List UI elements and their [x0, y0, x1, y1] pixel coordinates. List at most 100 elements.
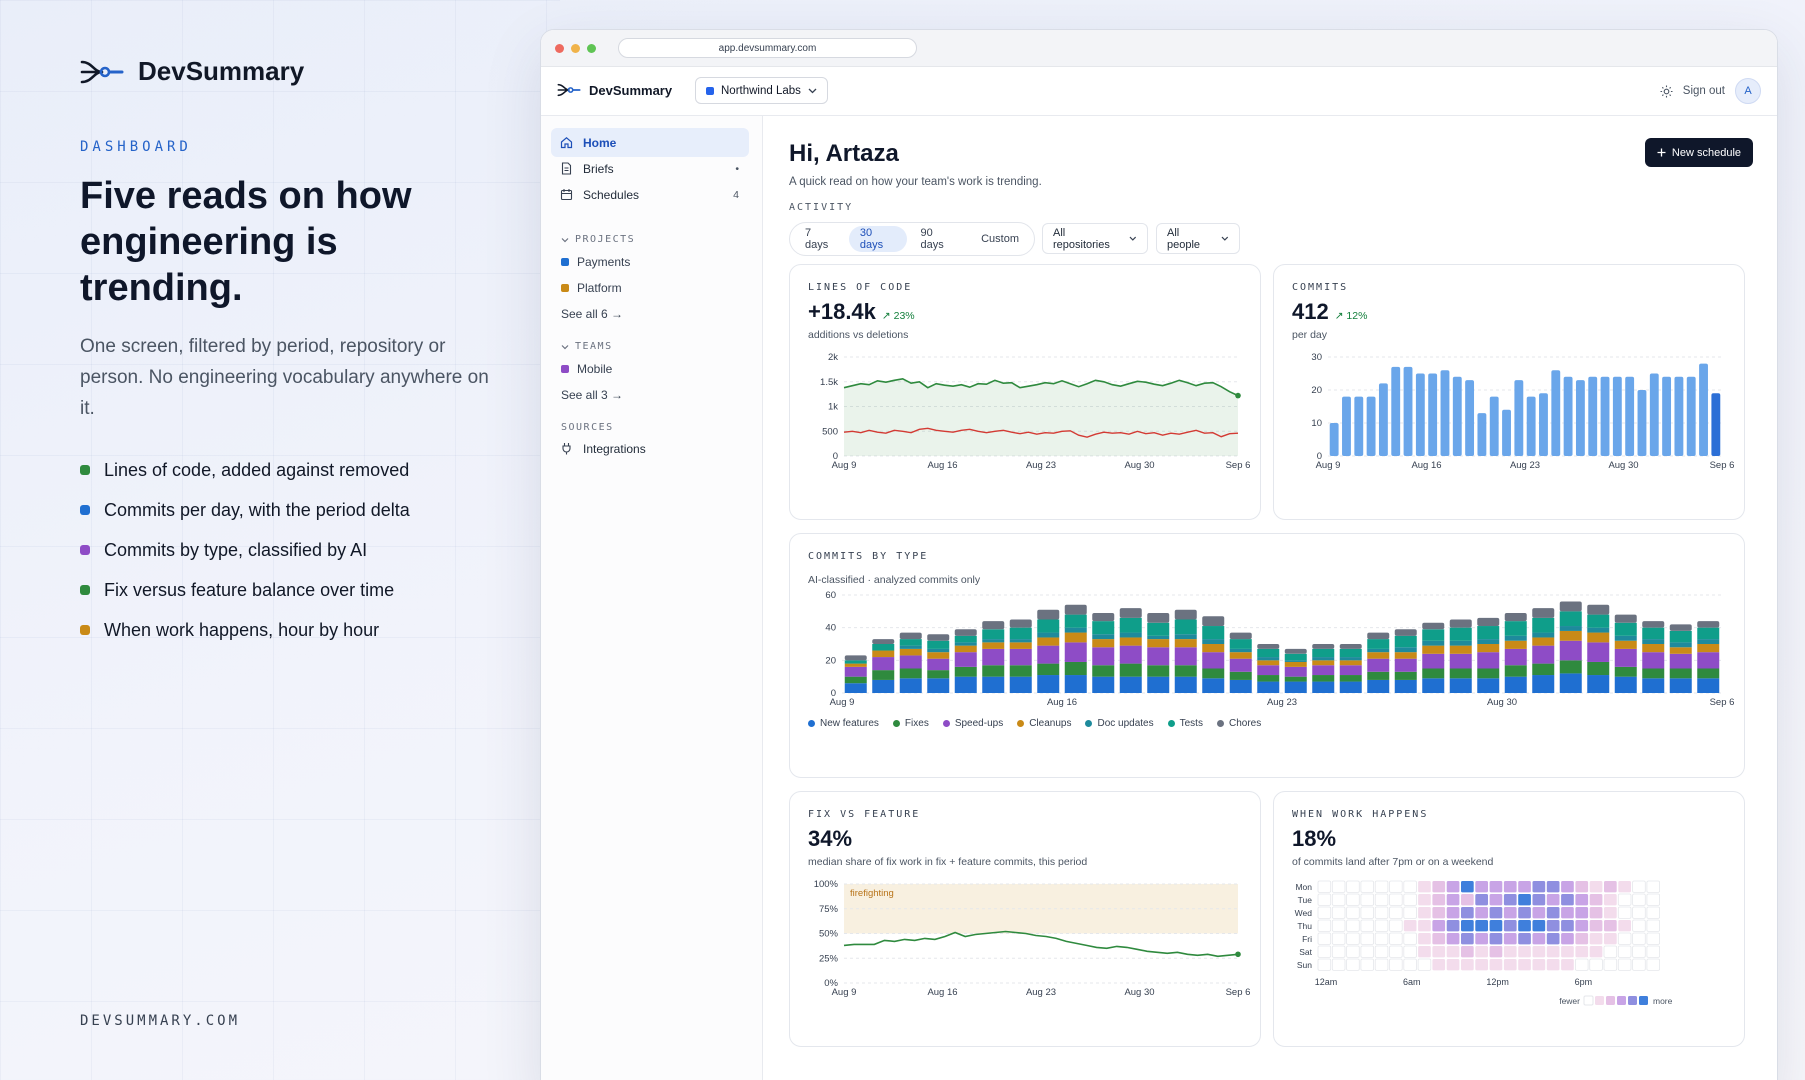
x-tick-label: Aug 16: [927, 460, 957, 471]
sidebar-item-platform[interactable]: Platform: [561, 281, 622, 295]
heatmap-cell: [1589, 958, 1603, 971]
heatmap-cell: [1360, 880, 1375, 893]
stack-segment: [982, 676, 1005, 693]
stack-segment: [1449, 640, 1472, 646]
app-brand[interactable]: DevSummary: [557, 82, 672, 98]
heatmap-cell: [1532, 946, 1546, 958]
stack-segment: [1009, 619, 1032, 628]
x-tick-label: Aug 9: [832, 987, 857, 998]
close-dot-icon[interactable]: [555, 44, 564, 53]
stack-segment: [1147, 665, 1170, 677]
stack-segment: [872, 639, 895, 644]
heatmap-cell: [1446, 959, 1460, 971]
projects-section-toggle[interactable]: PROJECTS: [561, 234, 635, 245]
heatmap-cell: [1403, 932, 1417, 945]
stack-segment: [1559, 626, 1582, 631]
avatar[interactable]: A: [1735, 78, 1761, 104]
feature-item: Lines of code, added against removed: [80, 450, 500, 490]
sidebar-item-mobile[interactable]: Mobile: [561, 362, 612, 376]
teams-see-all-link[interactable]: See all 3 →: [561, 388, 624, 402]
period-7-days[interactable]: 7 days: [805, 227, 829, 251]
address-bar[interactable]: app.devsummary.com: [618, 38, 917, 58]
sidebar-item-payments[interactable]: Payments: [561, 255, 630, 269]
feature-item: Commits by type, classified by AI: [80, 530, 500, 570]
sidebar-item-home[interactable]: Home: [551, 128, 749, 157]
stack-segment: [1064, 627, 1087, 633]
stack-segment: [1697, 644, 1720, 653]
stack-segment: [1697, 668, 1720, 679]
heatmap-cell: [1346, 932, 1360, 945]
chevron-down-icon: [561, 344, 569, 349]
people-filter[interactable]: All people: [1156, 223, 1240, 254]
background-grid: [0, 0, 560, 1080]
x-tick-label: Sep 6: [1710, 697, 1735, 708]
stack-segment: [1697, 621, 1720, 628]
legend-swatch: [1606, 996, 1615, 1005]
sidebar-item-integrations[interactable]: Integrations: [551, 434, 749, 463]
stack-segment: [1532, 632, 1555, 638]
sidebar-item-schedules[interactable]: Schedules 4: [551, 180, 749, 209]
heatmap-cell: [1461, 881, 1474, 893]
heatmap-cell: [1403, 880, 1417, 893]
heatmap-cell: [1418, 946, 1431, 958]
commit-bar: [1612, 376, 1622, 456]
heatmap-cell: [1575, 920, 1589, 932]
heatmap-cell: [1589, 881, 1603, 893]
period-custom[interactable]: Custom: [981, 233, 1020, 245]
heatmap-cell: [1617, 906, 1632, 919]
heatmap-cell: [1432, 959, 1446, 971]
stack-segment: [899, 678, 922, 693]
projects-see-all-link[interactable]: See all 6 →: [561, 307, 624, 321]
teams-section-toggle[interactable]: TEAMS: [561, 341, 613, 352]
heatmap-cell: [1403, 958, 1417, 971]
sidebar-item-briefs[interactable]: Briefs •: [551, 154, 749, 183]
commit-bar: [1477, 413, 1487, 456]
stack-segment: [1559, 660, 1582, 674]
heatmap-cell: [1546, 933, 1560, 945]
heatmap-cell: [1461, 933, 1474, 945]
heatmap-cell: [1418, 933, 1431, 945]
heatmap-cell: [1331, 880, 1346, 893]
stack-segment: [1037, 675, 1060, 693]
bullet-dot-icon: [80, 505, 90, 515]
stack-segment: [1037, 663, 1060, 676]
heatmap-cell: [1532, 959, 1546, 971]
stack-segment: [1367, 679, 1390, 693]
commits-chart: 0 10 20 30 Aug 9 Aug 16 Aug 23 Aug 30 Sep 6: [1311, 352, 1734, 471]
zoom-dot-icon[interactable]: [587, 44, 596, 53]
heatmap-row-label: Fri: [1302, 934, 1312, 944]
stack-segment: [1504, 612, 1527, 622]
heatmap-cell: [1475, 881, 1488, 893]
period-90-days[interactable]: 90 days: [920, 227, 944, 251]
stack-segment: [1559, 630, 1582, 641]
stack-segment: [899, 668, 922, 679]
minimize-dot-icon[interactable]: [571, 44, 580, 53]
stack-segment: [1669, 624, 1692, 631]
org-name: Northwind Labs: [721, 84, 801, 97]
heatmap-cell: [1461, 946, 1474, 958]
new-schedule-button[interactable]: New schedule: [1644, 138, 1753, 167]
loc-delta: ↗ 23%: [881, 310, 915, 322]
card-value: 412 ↗ 12%: [1292, 299, 1367, 325]
stack-segment: [1394, 629, 1417, 636]
theme-toggle-sun-icon[interactable]: [1660, 85, 1673, 98]
repository-filter[interactable]: All repositories: [1042, 223, 1148, 254]
sign-out-button[interactable]: Sign out: [1682, 85, 1725, 97]
stack-segment: [1312, 675, 1335, 682]
heatmap-row-label: Sun: [1297, 960, 1312, 970]
heatmap-cell: [1346, 906, 1360, 919]
fix-vs-feature-chart: firefighting 0% 25% 50% 75% 100% Aug 9 Aug 16 Au…: [814, 879, 1251, 998]
heatmap-cell: [1589, 894, 1603, 906]
x-tick-label: Aug 16: [927, 987, 957, 998]
heatmap-cell: [1418, 881, 1431, 893]
legend-label: Tests: [1179, 718, 1203, 729]
heatmap-cell: [1475, 920, 1488, 932]
org-switcher[interactable]: Northwind Labs: [695, 77, 828, 104]
card-subtitle: AI-classified · analyzed commits only: [808, 574, 981, 586]
commit-bar: [1526, 396, 1536, 456]
period-30-days[interactable]: 30 days: [848, 226, 908, 252]
stack-segment: [1092, 639, 1115, 648]
card-title: FIX VS FEATURE: [808, 809, 921, 820]
heatmap-cell: [1561, 907, 1574, 919]
stack-segment: [899, 645, 922, 649]
